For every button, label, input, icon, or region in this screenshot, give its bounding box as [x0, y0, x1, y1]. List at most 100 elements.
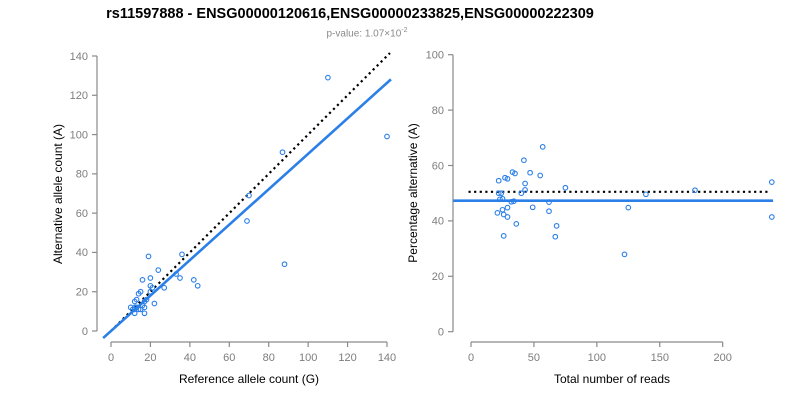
data-point — [137, 306, 144, 313]
data-point — [621, 251, 628, 258]
x-tick-label: 40 — [184, 352, 196, 364]
data-point — [508, 198, 515, 205]
y-tick-label: 100 — [426, 50, 444, 62]
data-point — [177, 275, 183, 281]
data-point — [539, 144, 546, 150]
data-point — [384, 133, 390, 140]
y-tick-label: 80 — [76, 169, 88, 181]
y-axis-title: Percentage alternative (A) — [406, 123, 420, 262]
x-tick-label: 60 — [223, 352, 235, 364]
data-point — [498, 190, 505, 197]
data-point — [546, 199, 552, 205]
x-tick-label: 150 — [651, 352, 669, 364]
y-tick-label: 140 — [70, 51, 88, 63]
data-point — [537, 172, 544, 179]
data-point — [521, 157, 527, 164]
y-tick-label: 0 — [438, 327, 444, 339]
y-tick-label: 20 — [432, 271, 444, 283]
y-tick-label: 60 — [76, 208, 88, 220]
data-point — [552, 233, 559, 240]
data-point — [147, 275, 154, 281]
x-tick-label: 50 — [528, 352, 540, 364]
y-tick-label: 80 — [432, 105, 444, 117]
x-tick-label: 140 — [378, 352, 396, 364]
data-point — [173, 271, 179, 277]
y-tick-label: 40 — [76, 247, 88, 259]
data-point — [135, 306, 142, 313]
x-tick-label: 200 — [714, 352, 732, 364]
data-point — [131, 298, 138, 305]
data-point — [768, 214, 775, 220]
data-point — [131, 310, 138, 317]
y-tick-label: 40 — [432, 216, 444, 228]
data-point — [529, 204, 536, 211]
data-point — [499, 206, 506, 213]
data-point — [137, 288, 144, 295]
data-point — [244, 218, 250, 224]
data-point — [768, 179, 775, 185]
data-point — [499, 195, 506, 202]
data-point — [139, 277, 146, 283]
data-point — [527, 169, 533, 176]
data-point — [518, 190, 525, 197]
y-tick-label: 20 — [76, 287, 88, 299]
data-point — [147, 288, 154, 295]
data-point — [161, 284, 168, 291]
pvalue-exponent: -2 — [401, 27, 408, 34]
data-point — [504, 214, 511, 220]
data-point — [141, 310, 148, 317]
data-point — [145, 253, 152, 260]
data-point — [151, 300, 158, 307]
x-tick-label: 120 — [338, 352, 356, 364]
data-point — [643, 191, 649, 198]
x-axis-title: Reference allele count (G) — [179, 372, 319, 386]
plot-subtitle: p-value: 1.07×10-2 — [0, 27, 734, 39]
x-tick-label: 20 — [144, 352, 156, 364]
data-point — [513, 221, 520, 227]
data-point — [495, 190, 502, 197]
x-tick-label: 0 — [108, 352, 114, 364]
fit-line — [102, 78, 392, 340]
data-point — [692, 187, 698, 194]
data-point — [504, 204, 511, 211]
data-point — [497, 196, 503, 203]
data-point — [522, 187, 528, 193]
data-point — [500, 233, 507, 239]
y-tick-label: 60 — [432, 160, 444, 172]
data-point — [279, 149, 286, 156]
x-tick-label: 100 — [299, 352, 317, 364]
data-point — [522, 180, 528, 187]
data-point — [246, 192, 252, 199]
data-point — [281, 261, 288, 268]
data-point — [510, 198, 517, 205]
y-axis-title: Alternative allele count (A) — [51, 124, 65, 264]
right-scatter-plot: 0 20 40 60 80 100 0 50 100 150 200 Total number of … — [406, 50, 775, 386]
x-tick-label: 80 — [263, 352, 275, 364]
data-point — [190, 277, 197, 283]
data-point — [502, 174, 508, 181]
plot-title: rs11597888 - ENSG00000120616,ENSG0000023… — [106, 6, 594, 22]
data-point — [194, 282, 201, 289]
data-point — [553, 223, 560, 229]
data-point — [155, 267, 162, 273]
data-point — [562, 184, 569, 191]
data-point — [625, 204, 632, 211]
y-tick-label: 120 — [70, 90, 88, 102]
data-point — [325, 74, 331, 81]
data-point — [512, 170, 518, 177]
pvalue-text: p-value: 1.07×10 — [326, 28, 402, 40]
x-axis-title: Total number of reads — [554, 372, 670, 386]
identity-line — [110, 52, 391, 332]
x-tick-label: 0 — [468, 352, 474, 364]
data-point — [494, 210, 501, 216]
data-point — [500, 211, 507, 218]
data-point — [179, 251, 185, 258]
data-point — [546, 208, 552, 215]
data-point — [495, 177, 502, 184]
y-tick-label: 100 — [70, 129, 88, 141]
x-tick-label: 100 — [588, 352, 606, 364]
y-tick-label: 0 — [82, 326, 88, 338]
left-scatter-plot: 0 20 40 60 80 100 120 140 0 20 40 60 80 100 120 140 Refe… — [51, 51, 396, 386]
